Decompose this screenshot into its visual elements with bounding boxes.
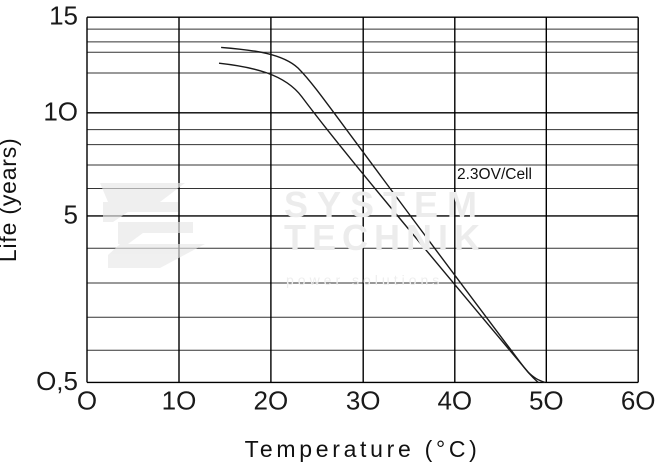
svg-text:5O: 5O — [529, 385, 564, 415]
svg-text:Life (years): Life (years) — [0, 137, 21, 262]
svg-text:TECHNIK: TECHNIK — [284, 217, 486, 258]
svg-text:15: 15 — [49, 1, 78, 31]
svg-text:1O: 1O — [43, 96, 78, 126]
svg-text:3O: 3O — [346, 385, 381, 415]
svg-text:Temperature (°C): Temperature (°C) — [245, 436, 481, 462]
svg-text:O,5: O,5 — [36, 366, 78, 396]
svg-text:4O: 4O — [437, 385, 472, 415]
svg-text:1O: 1O — [162, 385, 197, 415]
svg-text:2O: 2O — [254, 385, 289, 415]
svg-text:5: 5 — [64, 199, 78, 229]
svg-text:power solutions: power solutions — [286, 272, 443, 288]
svg-text:6O: 6O — [621, 385, 656, 415]
svg-text:O: O — [77, 385, 97, 415]
svg-text:2.3OV/Cell: 2.3OV/Cell — [457, 166, 532, 183]
